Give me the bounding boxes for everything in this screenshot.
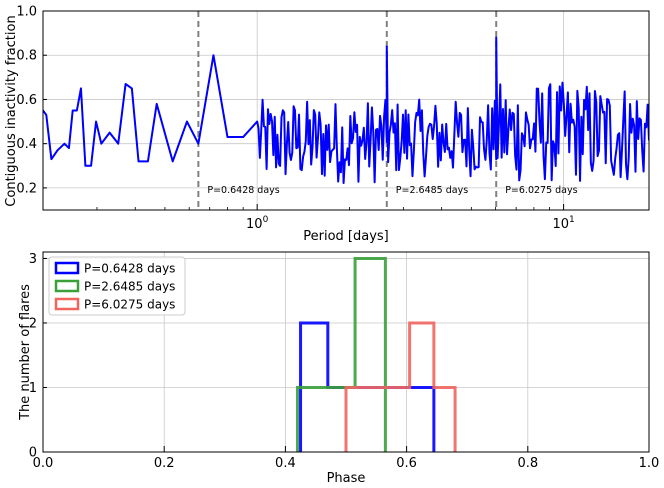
legend-label: P=2.6485 days: [84, 280, 175, 294]
bottom-y-tick-label: 2: [29, 316, 37, 331]
legend-box: [48, 256, 186, 316]
legend-swatch: [54, 297, 80, 311]
legend-swatch: [54, 261, 80, 275]
period-marker-label: P=6.0275 days: [505, 185, 577, 196]
bottom-x-tick-label: 1.0: [639, 456, 660, 471]
top-axes-frame: [42, 10, 650, 211]
top-panel: P=0.6428 days P=2.6485 days P=6.0275 days …: [4, 5, 650, 244]
bottom-x-tick-label: 0.6: [396, 456, 417, 471]
legend-label: P=6.0275 days: [84, 298, 175, 312]
histogram-step-1: [299, 321, 436, 452]
bottom-x-tick-label: 0.0: [33, 456, 54, 471]
bottom-y-tick-label: 1: [29, 381, 37, 396]
bottom-y-tick-label: 0: [29, 446, 37, 461]
legend: P=0.6428 days P=2.6485 days P=6.0275 days: [48, 256, 186, 316]
top-y-tick-label: 1.0: [16, 5, 37, 20]
bottom-x-axis-label: Phase: [327, 471, 366, 486]
bottom-y-tick-label: 3: [29, 252, 37, 267]
bottom-x-tick-label: 0.4: [275, 456, 296, 471]
top-y-tick-label: 0.2: [16, 181, 37, 196]
top-x-axis-label: Period [days]: [303, 229, 389, 244]
bottom-y-axis-label: The number of flares: [18, 284, 33, 421]
bottom-x-tick-label: 0.8: [517, 456, 538, 471]
top-x-tick-label: 101: [552, 215, 574, 232]
top-y-axis-label: Contiguous inactivity fraction: [4, 15, 19, 206]
legend-label: P=0.6428 days: [84, 262, 175, 276]
legend-items: P=0.6428 days P=2.6485 days P=6.0275 days: [54, 261, 175, 312]
top-y-tick-label: 0.8: [16, 49, 37, 64]
bottom-panel: 0 1 2 3 0.0 0.2 0.4 0.6 0.8 1.0 Phase The number …: [18, 251, 660, 486]
top-y-tick-label: 0.6: [16, 93, 37, 108]
period-marker-label: P=0.6428 days: [207, 185, 279, 196]
histogram-step-3: [344, 321, 457, 452]
legend-swatch: [54, 279, 80, 293]
top-plot-area: [43, 36, 649, 185]
bottom-axes-frame: [42, 251, 650, 453]
bottom-ticks: 0 1 2 3 0.0 0.2 0.4 0.6 0.8 1.0: [29, 252, 660, 471]
inactivity-series-line: [43, 36, 649, 185]
histogram-step-2: [296, 256, 387, 452]
period-marker-label: P=2.6485 days: [396, 185, 468, 196]
top-y-tick-label: 0.4: [16, 137, 37, 152]
bottom-x-tick-label: 0.2: [154, 456, 175, 471]
top-x-tick-label: 100: [246, 215, 269, 232]
bottom-plot-area: [296, 256, 457, 452]
